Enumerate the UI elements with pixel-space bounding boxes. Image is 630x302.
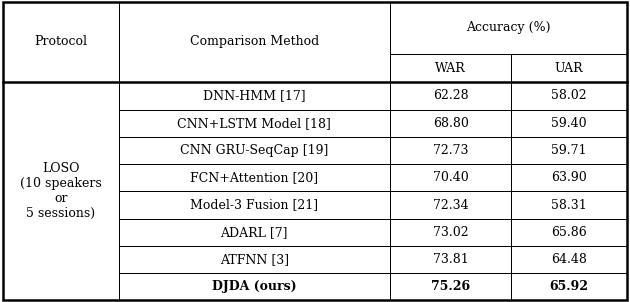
Text: ATFNN [3]: ATFNN [3] — [220, 253, 289, 266]
Text: 59.40: 59.40 — [551, 117, 587, 130]
Text: Protocol: Protocol — [35, 35, 88, 48]
Text: 65.92: 65.92 — [549, 280, 588, 293]
Text: 65.86: 65.86 — [551, 226, 587, 239]
Text: CNN+LSTM Model [18]: CNN+LSTM Model [18] — [177, 117, 331, 130]
Bar — [118, 82, 390, 110]
Bar — [118, 137, 390, 164]
Bar — [390, 54, 512, 82]
Bar — [512, 246, 627, 273]
Bar — [390, 219, 512, 246]
Bar — [512, 164, 627, 191]
Bar — [512, 191, 627, 219]
Bar — [512, 219, 627, 246]
Bar — [118, 191, 390, 219]
Text: 73.02: 73.02 — [433, 226, 469, 239]
Text: 75.26: 75.26 — [431, 280, 470, 293]
Bar — [390, 82, 512, 110]
Bar — [118, 246, 390, 273]
Bar — [118, 164, 390, 191]
Text: DJDA (ours): DJDA (ours) — [212, 280, 297, 293]
Text: Comparison Method: Comparison Method — [190, 35, 319, 48]
Text: 59.71: 59.71 — [551, 144, 587, 157]
Text: 63.90: 63.90 — [551, 171, 587, 184]
Text: Accuracy (%): Accuracy (%) — [466, 21, 551, 34]
Text: 73.81: 73.81 — [433, 253, 469, 266]
Bar — [390, 273, 512, 300]
Bar — [512, 82, 627, 110]
Bar — [118, 219, 390, 246]
Text: 64.48: 64.48 — [551, 253, 587, 266]
Text: UAR: UAR — [555, 62, 583, 75]
Bar — [512, 137, 627, 164]
Text: Model-3 Fusion [21]: Model-3 Fusion [21] — [190, 198, 318, 211]
Bar — [390, 164, 512, 191]
Bar — [390, 191, 512, 219]
Bar — [512, 54, 627, 82]
Text: 62.28: 62.28 — [433, 89, 469, 102]
Text: DNN-HMM [17]: DNN-HMM [17] — [203, 89, 306, 102]
Bar — [512, 110, 627, 137]
Bar — [118, 273, 390, 300]
Text: 58.31: 58.31 — [551, 198, 587, 211]
Bar — [390, 2, 627, 54]
Text: CNN GRU-SeqCap [19]: CNN GRU-SeqCap [19] — [180, 144, 328, 157]
Bar — [390, 137, 512, 164]
Text: 58.02: 58.02 — [551, 89, 587, 102]
Bar — [118, 110, 390, 137]
Text: 72.34: 72.34 — [433, 198, 469, 211]
Bar — [390, 246, 512, 273]
Bar — [390, 110, 512, 137]
Bar — [512, 273, 627, 300]
Text: 70.40: 70.40 — [433, 171, 469, 184]
Bar — [3, 82, 118, 300]
Text: 68.80: 68.80 — [433, 117, 469, 130]
Text: ADARL [7]: ADARL [7] — [220, 226, 288, 239]
Bar — [3, 2, 118, 82]
Text: LOSO
(10 speakers
or
5 sessions): LOSO (10 speakers or 5 sessions) — [20, 162, 101, 220]
Text: 72.73: 72.73 — [433, 144, 468, 157]
Text: WAR: WAR — [435, 62, 466, 75]
Text: FCN+Attention [20]: FCN+Attention [20] — [190, 171, 318, 184]
Bar — [118, 2, 390, 82]
